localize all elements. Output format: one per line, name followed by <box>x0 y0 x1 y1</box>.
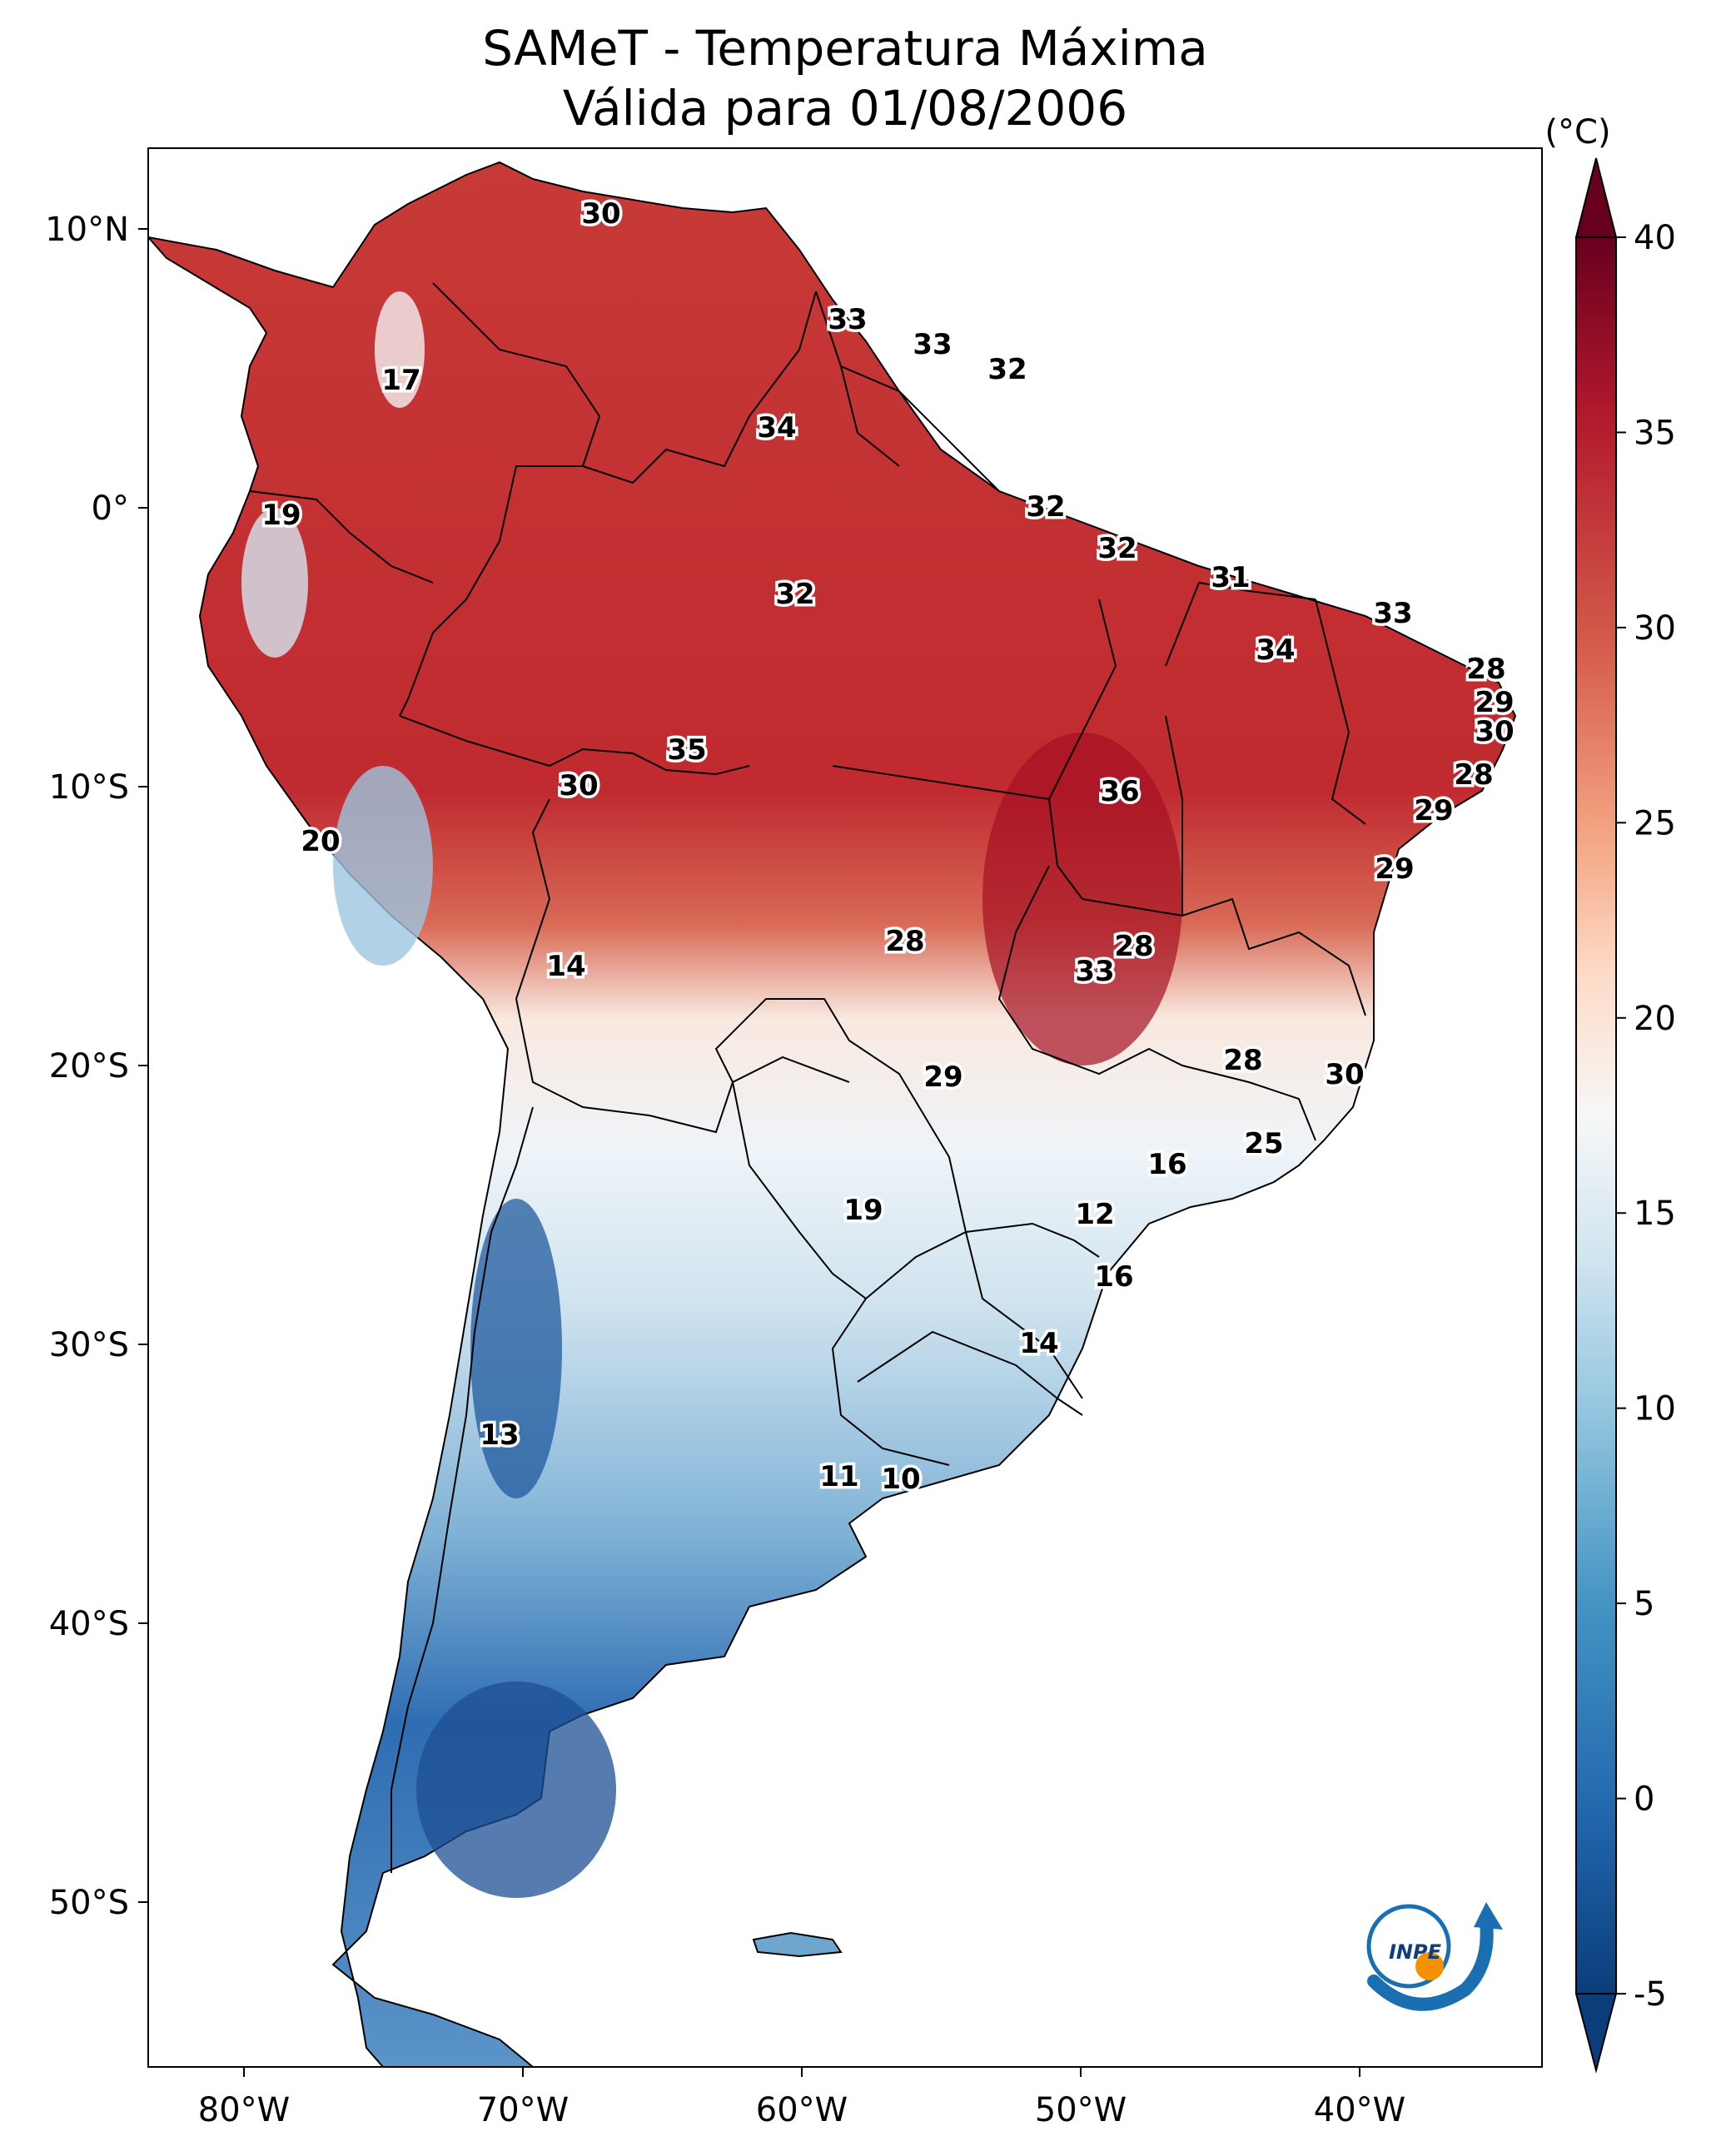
station-value: 29 <box>1375 852 1414 886</box>
latitude-axis: 10°N 0° 10°S 20°S 30°S 40°S 50°S <box>45 211 148 1922</box>
colorbar-tick-label: 35 <box>1634 414 1676 452</box>
station-value: 12 <box>1075 1198 1114 1231</box>
station-value: 30 <box>1475 715 1514 748</box>
map-title: SAMeT - Temperatura Máxima <box>482 20 1208 77</box>
lat-label-40s: 40°S <box>49 1605 129 1643</box>
station-value: 31 <box>1211 561 1250 594</box>
peru-andes-cold <box>333 766 433 966</box>
station-value: 20 <box>301 825 340 858</box>
colorbar-gradient <box>1575 236 1617 1995</box>
colorbar-tick-label: 25 <box>1634 804 1676 842</box>
lat-label-50s: 50°S <box>49 1884 129 1922</box>
colorbar-tick-label: 0 <box>1634 1781 1654 1819</box>
station-value: 19 <box>261 499 301 532</box>
lat-label-10n: 10°N <box>45 211 129 249</box>
colombia-andes-cold <box>375 291 425 408</box>
station-value: 32 <box>1026 490 1065 524</box>
map-subtitle: Válida para 01/08/2006 <box>563 80 1127 137</box>
lat-label-0: 0° <box>92 489 129 528</box>
colorbar-tick-label: 10 <box>1634 1390 1676 1428</box>
colorbar-tick-label: -5 <box>1634 1975 1667 2014</box>
ecuador-andes-cold <box>241 508 308 658</box>
station-value: 33 <box>913 328 952 361</box>
station-value: 16 <box>1147 1148 1186 1181</box>
colorbar-tick-label: 15 <box>1634 1195 1676 1233</box>
station-value: 13 <box>480 1418 519 1452</box>
falkland-islands <box>752 1931 843 1958</box>
lon-label-70w: 70°W <box>477 2091 569 2129</box>
andes-cold-band <box>470 1199 562 1498</box>
country-borders <box>249 282 1366 1873</box>
station-value: 30 <box>559 769 598 802</box>
lat-label-30s: 30°S <box>49 1326 129 1364</box>
station-value: 33 <box>828 303 867 336</box>
station-value: 29 <box>923 1061 962 1094</box>
station-value: 29 <box>1414 794 1453 827</box>
colorbar-max-arrow <box>1574 157 1618 238</box>
station-value: 14 <box>1019 1327 1058 1360</box>
station-value: 32 <box>775 578 814 611</box>
station-value: 30 <box>581 197 620 231</box>
station-value: 33 <box>1075 955 1114 988</box>
lat-label-10s: 10°S <box>49 768 129 807</box>
station-value: 28 <box>1466 653 1505 686</box>
station-value: 34 <box>1256 633 1295 667</box>
station-value: 36 <box>1100 775 1139 808</box>
station-value: 28 <box>885 925 924 958</box>
lon-label-60w: 60°W <box>756 2091 848 2129</box>
lon-label-40w: 40°W <box>1314 2091 1405 2129</box>
station-value: 19 <box>843 1194 883 1227</box>
station-value: 28 <box>1454 758 1493 792</box>
station-value: 32 <box>987 353 1027 386</box>
station-labels: 30 33 33 32 17 34 19 32 32 32 31 33 34 2… <box>259 195 1517 1499</box>
colorbar-tick-label: 5 <box>1634 1585 1654 1623</box>
colorbar: (°C) 40 35 30 25 20 15 10 5 0 -5 <box>1544 113 1676 2074</box>
station-value: 14 <box>546 950 585 983</box>
station-value: 28 <box>1114 930 1153 963</box>
colorbar-unit: (°C) <box>1544 113 1610 152</box>
station-value: 30 <box>1325 1058 1364 1091</box>
colorbar-min-arrow <box>1574 1993 1618 2074</box>
station-value: 33 <box>1373 597 1412 630</box>
colorbar-tick-label: 20 <box>1634 1000 1676 1038</box>
station-value: 16 <box>1094 1260 1133 1294</box>
inpe-logo-icon: INPE <box>1366 1902 1503 2011</box>
longitude-axis: 80°W 70°W 60°W 50°W 40°W <box>198 2067 1405 2129</box>
colorbar-tick-label: 40 <box>1634 219 1676 257</box>
lon-label-80w: 80°W <box>198 2091 290 2129</box>
lon-label-50w: 50°W <box>1035 2091 1127 2129</box>
colorbar-tick-label: 30 <box>1634 609 1676 648</box>
station-value: 34 <box>757 411 796 445</box>
patagonia-cold <box>416 1682 616 1898</box>
station-value: 10 <box>881 1463 920 1496</box>
logo-text: INPE <box>1389 1940 1442 1964</box>
lat-label-20s: 20°S <box>49 1047 129 1085</box>
station-value: 35 <box>667 733 706 767</box>
station-value: 11 <box>819 1460 858 1493</box>
station-value: 32 <box>1097 532 1137 565</box>
station-value: 25 <box>1244 1127 1283 1160</box>
map-layer <box>148 161 1517 2067</box>
station-value: 28 <box>1223 1044 1262 1077</box>
station-value: 29 <box>1475 686 1514 719</box>
station-value: 17 <box>381 364 420 397</box>
